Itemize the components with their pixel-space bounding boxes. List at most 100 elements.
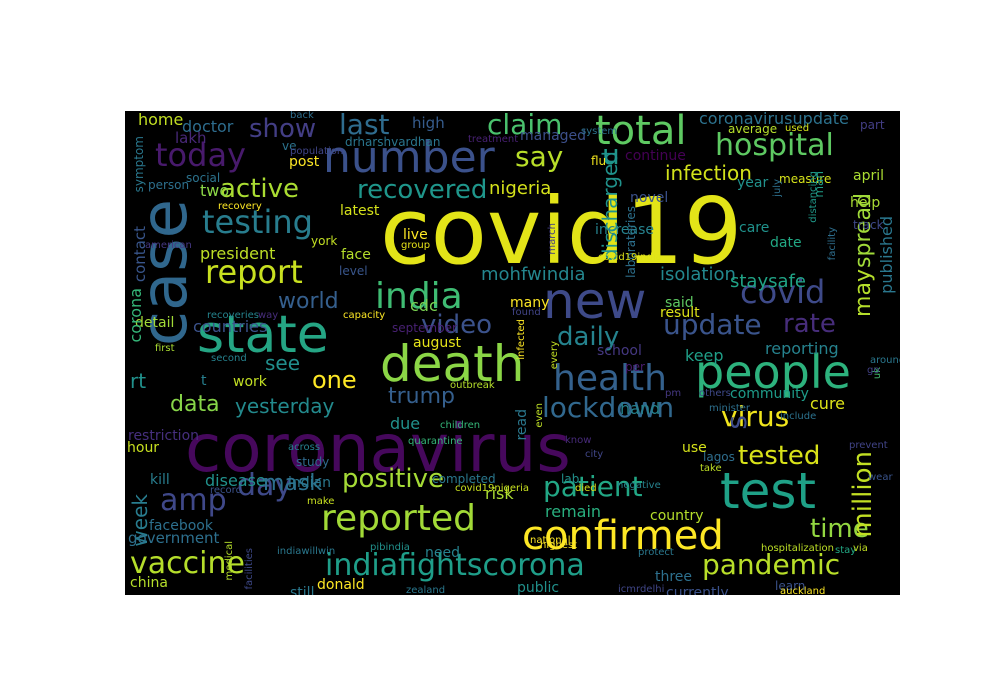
word-care: care [739, 220, 770, 236]
word-update: update [663, 308, 762, 341]
word-covid19nigeria: covid19nigeria [455, 483, 530, 494]
word-increase: increase [595, 222, 655, 238]
word-isolation: isolation [660, 264, 736, 285]
word-t: t [201, 373, 207, 389]
word-ve: ve [282, 139, 297, 153]
word-negative: negative [617, 480, 661, 491]
word-tested: tested [738, 441, 821, 471]
word-record: record [210, 485, 242, 496]
word-completed: completed [432, 472, 496, 486]
word-wear: wear [868, 472, 893, 483]
word-others: others [699, 388, 731, 399]
word-around: around [870, 355, 900, 366]
word-may: may [851, 269, 876, 317]
word-mohfwindia: mohfwindia [481, 264, 586, 285]
word-disease: disease [205, 471, 266, 490]
word-highest: highest [540, 540, 578, 551]
word-three: three [655, 569, 693, 585]
word-two: two [200, 181, 230, 200]
word-rt: rt [130, 369, 147, 393]
word-help: help [850, 195, 881, 211]
word-medical: medical [224, 541, 235, 581]
word-many: many [510, 295, 550, 311]
word-restriction: restriction [128, 428, 200, 444]
word-million: million [848, 451, 878, 538]
word-used: used [785, 123, 810, 134]
word-measure: measure [779, 172, 832, 186]
word-july: july [772, 179, 783, 197]
word-see: see [265, 351, 301, 375]
word-via: via [853, 543, 868, 554]
word-show: show [249, 114, 317, 144]
word-number: number [323, 132, 495, 183]
word-auckland: auckland [780, 586, 826, 596]
word-detail: detail [135, 315, 175, 331]
word-one: one [312, 366, 357, 394]
word-study: study [296, 455, 330, 469]
word-covid: covid [740, 273, 826, 311]
word-last: last [339, 111, 390, 141]
word-flu: flu [591, 154, 607, 168]
word-lakh: lakh [175, 129, 207, 147]
word-post: post [289, 154, 320, 170]
word-person: person [148, 178, 190, 192]
word-testing: testing [202, 203, 313, 241]
word-symptom: symptom [132, 136, 146, 193]
word-part: part [860, 118, 885, 132]
word-today: today [155, 136, 246, 174]
word-managed: managed [520, 128, 587, 144]
word-back: back [290, 111, 314, 121]
word-video: video [421, 310, 493, 340]
word-lab: lab [561, 472, 580, 486]
word-s: s [720, 415, 753, 430]
word-active: active [220, 174, 300, 204]
word-march: march [547, 223, 558, 255]
word-facility: facility [827, 227, 838, 261]
word-cdc: cdc [410, 296, 438, 315]
word-doctor: doctor [182, 117, 234, 136]
word-cloud: covid19 coronavirus case new state death test p… [125, 111, 900, 595]
word-indian: indian [288, 475, 331, 491]
word-covid19india: covid19india [598, 252, 662, 263]
word-positive: positive [342, 464, 444, 494]
word-take: take [700, 463, 722, 474]
word-distancing: distancing [808, 171, 819, 223]
word-keep: keep [685, 346, 724, 365]
word-lockdown: lockdown [542, 391, 675, 424]
word-died: died [575, 483, 597, 494]
word-high: high [412, 114, 445, 132]
word-stay: stay [835, 545, 857, 556]
word-published: published [877, 216, 896, 294]
word-indiafightscorona: indiafightscorona [325, 548, 585, 583]
word-hospitalization: hospitalization [761, 543, 834, 554]
word-patient: patient [543, 470, 643, 503]
word-said: said [665, 295, 694, 311]
word-second: second [211, 353, 247, 364]
word-donald: donald [317, 577, 365, 593]
word-confirmed: confirmed [522, 513, 724, 559]
word-amp: amp [160, 483, 227, 518]
word-icmrdelhi: icmrdelhi [618, 584, 665, 595]
word-kill: kill [150, 472, 170, 488]
word-outbreak: outbreak [450, 380, 495, 391]
word-corona: corona [126, 288, 145, 343]
word-pandemic: pandemic [702, 548, 841, 581]
word-protect: protect [638, 547, 674, 558]
word-coronavirus: coronavirus [185, 410, 571, 487]
word-country: country [650, 508, 704, 524]
word-indiawillwin: indiawillwin [277, 546, 336, 557]
word-president: president [200, 244, 276, 263]
word-yesterday: yesterday [235, 394, 335, 418]
word-new: new [543, 272, 647, 330]
word-date: date [770, 235, 802, 251]
word-level: level [339, 264, 368, 278]
word-health: health [553, 358, 667, 399]
word-rate: rate [783, 309, 836, 339]
word-city: city [585, 449, 604, 460]
word-treatment: treatment [468, 134, 519, 145]
word-state: state [197, 305, 329, 365]
word-track: track [853, 218, 884, 232]
word-american: american [145, 240, 192, 251]
word-system: system [581, 126, 618, 137]
word-quarantine: quarantine [408, 436, 463, 447]
